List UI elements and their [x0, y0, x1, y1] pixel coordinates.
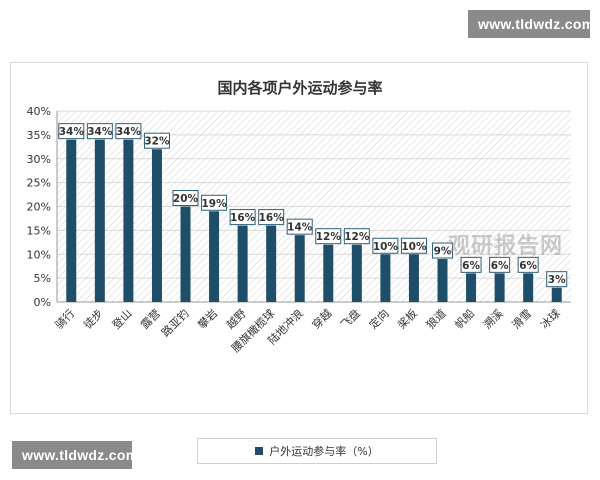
- bar: [180, 206, 191, 302]
- data-label-box: [400, 237, 427, 254]
- data-label: 6%: [491, 260, 509, 272]
- x-tick-label: 滑雪: [510, 307, 535, 332]
- chart-title: 国内各项户外运动参与率: [217, 79, 382, 97]
- y-tick-label: 30%: [27, 153, 51, 166]
- data-label: 20%: [173, 193, 199, 205]
- x-tick-label: 桨板: [395, 306, 420, 331]
- x-tick-label: 狼道: [423, 306, 448, 331]
- x-tick-label: 定向: [366, 306, 391, 331]
- x-tick-label: 穿越: [309, 306, 334, 331]
- bar: [66, 139, 77, 302]
- bar: [94, 139, 105, 302]
- y-tick-label: 20%: [27, 201, 51, 214]
- x-tick-label: 路亚钓: [158, 306, 191, 339]
- x-tick-label: 攀岩: [195, 306, 220, 331]
- data-label: 6%: [519, 260, 537, 272]
- data-label: 10%: [373, 241, 399, 253]
- chart-frame: 国内各项户外运动参与率 0% 5% 10% 15% 20% 25% 30% 35% 40% 34% 骑…: [10, 62, 588, 464]
- data-label-box: [229, 209, 256, 226]
- x-tick-label: 露营: [138, 306, 163, 331]
- y-tick-label: 15%: [27, 224, 51, 237]
- data-label-box: [172, 190, 199, 206]
- bar: [151, 149, 162, 302]
- data-label: 3%: [548, 274, 566, 286]
- x-tick-label: 帆船: [452, 306, 477, 331]
- watermark-stamp: 观研报告网: [448, 234, 564, 259]
- data-label-box: [343, 228, 370, 245]
- data-label: 9%: [434, 246, 452, 258]
- x-tick-label: 徒步: [80, 306, 105, 331]
- data-label: 14%: [287, 222, 313, 234]
- data-label-box: [58, 123, 85, 140]
- legend: 户外运动参与率（%）: [197, 438, 437, 464]
- bar: [294, 235, 305, 302]
- data-label-box: [258, 209, 285, 226]
- data-label: 34%: [116, 126, 142, 138]
- x-tick-label: 飞盘: [337, 306, 362, 331]
- bar: [380, 254, 391, 302]
- data-label: 10%: [401, 241, 427, 253]
- data-label: 12%: [316, 231, 342, 243]
- x-tick-label: 登山: [109, 306, 134, 331]
- data-label-box: [143, 132, 170, 149]
- bar: [523, 273, 534, 302]
- data-label: 6%: [462, 260, 480, 272]
- x-tick-label: 溯溪: [481, 307, 506, 332]
- data-label-box: [432, 242, 453, 259]
- bar: [323, 244, 334, 302]
- x-tick-label: 冰球: [537, 306, 562, 331]
- data-label-box: [460, 256, 482, 273]
- data-label: 34%: [59, 126, 85, 138]
- watermark-bottom: www.tldwdz.com: [12, 441, 138, 469]
- data-label-box: [546, 271, 568, 288]
- data-label: 16%: [230, 212, 256, 224]
- bar: [351, 244, 362, 302]
- data-label: 19%: [201, 198, 227, 210]
- data-label-box: [201, 194, 228, 211]
- data-label-box: [489, 256, 511, 273]
- data-label-box: [517, 256, 539, 273]
- bar-chart: 国内各项户外运动参与率 0% 5% 10% 15% 20% 25% 30% 35% 40% 34% 骑…: [27, 79, 571, 355]
- bar: [494, 273, 505, 302]
- data-label: 16%: [259, 212, 285, 224]
- data-label: 34%: [87, 126, 113, 138]
- y-tick-label: 40%: [27, 105, 51, 118]
- x-tick-label: 骑行: [53, 307, 78, 332]
- y-tick-label: 35%: [27, 129, 51, 142]
- y-tick-label: 10%: [27, 248, 51, 261]
- data-label-box: [115, 123, 142, 140]
- bar: [408, 254, 419, 302]
- data-label: 12%: [344, 231, 370, 243]
- bar: [551, 287, 562, 302]
- x-tick-label: 越野: [223, 306, 248, 331]
- data-label-box: [86, 123, 113, 140]
- bar: [123, 139, 134, 302]
- watermark-top: www.tldwdz.com: [468, 10, 594, 38]
- bar: [437, 259, 448, 302]
- legend-swatch: [255, 447, 264, 455]
- y-tick-label: 25%: [27, 177, 51, 190]
- data-label-box: [315, 228, 342, 245]
- data-label-box: [372, 237, 399, 254]
- bar: [209, 211, 220, 302]
- y-tick-label: 0%: [34, 296, 51, 309]
- bar: [237, 225, 248, 302]
- data-label: 32%: [144, 136, 170, 148]
- data-label-box: [286, 218, 313, 235]
- bar: [466, 273, 477, 302]
- bar: [266, 225, 277, 302]
- legend-label: 户外运动参与率（%）: [269, 445, 379, 458]
- y-tick-label: 5%: [34, 272, 51, 285]
